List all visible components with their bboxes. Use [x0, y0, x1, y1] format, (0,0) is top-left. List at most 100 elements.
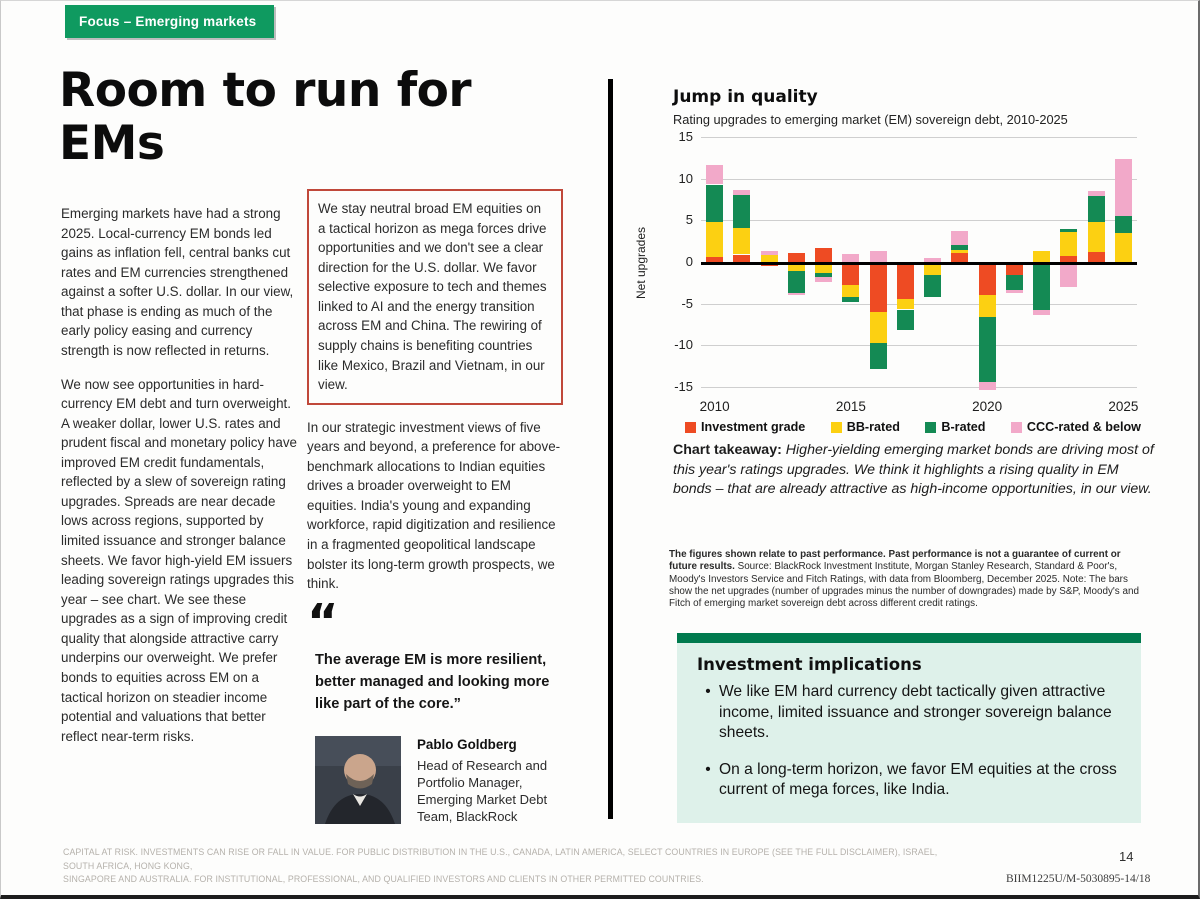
bar-segment-2011: [733, 195, 751, 228]
bar-segment-2015: [842, 262, 860, 285]
bar-segment-2013: [787, 252, 805, 262]
bullet-text: We like EM hard currency debt tactically…: [719, 683, 1112, 742]
bar-segment-2019: [951, 250, 969, 253]
chart-y-axis: 15 10 5 0 -5 -10 -15: [651, 129, 693, 394]
bar-segment-2020: [978, 317, 996, 382]
past-performance-disclaimer: The figures shown relate to past perform…: [669, 549, 1121, 573]
bar-segment-2021: [1005, 262, 1023, 275]
x-tick-label: 2010: [699, 399, 730, 414]
y-tick-label: -15: [674, 379, 693, 394]
author-block: Pablo Goldberg Head of Research and Port…: [315, 736, 563, 825]
gridline: [701, 345, 1137, 347]
legend-label: B-rated: [941, 420, 986, 434]
bar-segment-2019: [951, 252, 969, 262]
author-name: Pablo Goldberg: [417, 737, 517, 753]
bar-segment-2024: [1087, 222, 1105, 252]
document-id: BIIM1225U/M-5030895-14/18: [1006, 873, 1151, 885]
legend-label: BB-rated: [846, 420, 900, 434]
bar-segment-2022: [1033, 251, 1051, 262]
bar-segment-2011: [733, 227, 751, 255]
bar-segment-2020: [978, 382, 996, 390]
y-tick-label: -5: [681, 295, 693, 311]
y-tick-label: 10: [678, 170, 693, 186]
x-tick-label: 2020: [972, 399, 1003, 414]
bar-segment-2024: [1087, 191, 1105, 197]
page-title-line1: Room to run for: [59, 63, 472, 118]
bar-segment-2021: [1005, 274, 1023, 290]
bullet-icon: •: [705, 683, 711, 700]
bar-segment-2016: [869, 342, 887, 369]
legend-swatch-b-rated: [925, 421, 937, 433]
bar-segment-2017: [896, 262, 914, 299]
paragraph-2: We now see opportunities in hard-currenc…: [61, 376, 297, 744]
implications-top-bar: [677, 633, 1141, 643]
x-tick-label: 2025: [1108, 399, 1139, 414]
bar-segment-2020: [978, 295, 996, 317]
bar-segment-2025: [1114, 232, 1132, 262]
bar-segment-2013: [787, 271, 805, 293]
bar-segment-2017: [896, 309, 914, 330]
bar-segment-2010: [706, 222, 724, 257]
chart-takeaway-text: Higher-yielding emerging market bonds ar…: [673, 442, 1154, 498]
bar-segment-2022: [1033, 310, 1051, 316]
bar-segment-2023: [1060, 228, 1078, 232]
bar-segment-2010: [706, 257, 724, 262]
chart-takeaway: Chart takeaway: Higher-yielding emerging…: [673, 441, 1159, 500]
bar-segment-2025: [1114, 216, 1132, 233]
legend-swatch-ccc-rated: [1010, 421, 1022, 433]
paragraph-1: Emerging markets have had a strong 2025.…: [61, 206, 294, 358]
bar-segment-2023: [1060, 262, 1078, 287]
bar-segment-2021: [1005, 289, 1023, 293]
legend-swatch-investment-grade: [685, 421, 696, 433]
bar-segment-2022: [1033, 262, 1051, 311]
bar-segment-2015: [842, 284, 860, 297]
bar-segment-2013: [787, 292, 805, 296]
paragraph-3: In our strategic investment views of fiv…: [307, 419, 561, 592]
legend-label: CCC-rated & below: [1026, 420, 1141, 434]
bar-segment-2014: [815, 272, 833, 277]
gridline: [701, 137, 1137, 138]
y-tick-label: 5: [685, 212, 693, 228]
bar-segment-2018: [924, 274, 942, 297]
bar-segment-2019: [951, 245, 969, 251]
page-number: 14: [1119, 849, 1134, 864]
bar-segment-2012: [760, 251, 778, 256]
quote-mark-icon: “: [307, 593, 339, 650]
bar-segment-2015: [842, 297, 860, 302]
gridline: [701, 178, 1137, 180]
bar-segment-2014: [815, 247, 833, 262]
implications-bullet-1: • We like EM hard currency debt tactical…: [697, 682, 1125, 744]
bar-segment-2020: [978, 262, 996, 296]
bar-segment-2016: [869, 312, 887, 343]
bar-segment-2010: [706, 165, 724, 185]
bar-segment-2011: [733, 254, 751, 262]
pull-quote: The average EM is more resilient, better…: [315, 652, 550, 713]
footer-disclaimer-line1: CAPITAL AT RISK. INVESTMENTS CAN RISE OR…: [63, 847, 938, 871]
bar-segment-2018: [924, 262, 942, 275]
gridline: [701, 303, 1137, 305]
bar-segment-2013: [787, 262, 805, 272]
chart-plot: 2010 2015 2020 2025: [700, 132, 1138, 414]
implications-heading: Investment implications: [697, 655, 922, 674]
y-tick-label: 0: [685, 254, 693, 269]
bullet-text: On a long-term horizon, we favor EM equi…: [719, 760, 1117, 799]
legend-item-bb-rated: BB-rated: [830, 420, 900, 434]
headshot-silhouette: [315, 736, 401, 825]
chart-legend: Investment grade BB-rated B-rated CCC-ra…: [685, 420, 1141, 434]
bar-segment-2014: [815, 277, 833, 282]
bar-segment-2024: [1087, 196, 1105, 222]
footer-disclaimer: CAPITAL AT RISK. INVESTMENTS CAN RISE OR…: [63, 846, 963, 887]
bar-segment-2012: [760, 255, 778, 262]
implications-bullet-2: • On a long-term horizon, we favor EM eq…: [697, 760, 1125, 801]
highlighted-callout-box: We stay neutral broad EM equities on a t…: [307, 189, 563, 405]
bar-segment-2016: [869, 262, 887, 312]
article-column-2: We stay neutral broad EM equities on a t…: [307, 189, 563, 825]
footer-disclaimer-line2: SINGAPORE AND AUSTRALIA. FOR INSTITUTION…: [63, 874, 704, 885]
x-tick-label: 2015: [835, 399, 866, 414]
legend-item-b-rated: B-rated: [925, 420, 985, 434]
author-role: Head of Research and Portfolio Manager, …: [417, 757, 548, 825]
article-column-1: Emerging markets have had a strong 2025.…: [61, 204, 301, 760]
author-headshot-photo: [315, 736, 401, 825]
bar-segment-2015: [842, 253, 860, 262]
